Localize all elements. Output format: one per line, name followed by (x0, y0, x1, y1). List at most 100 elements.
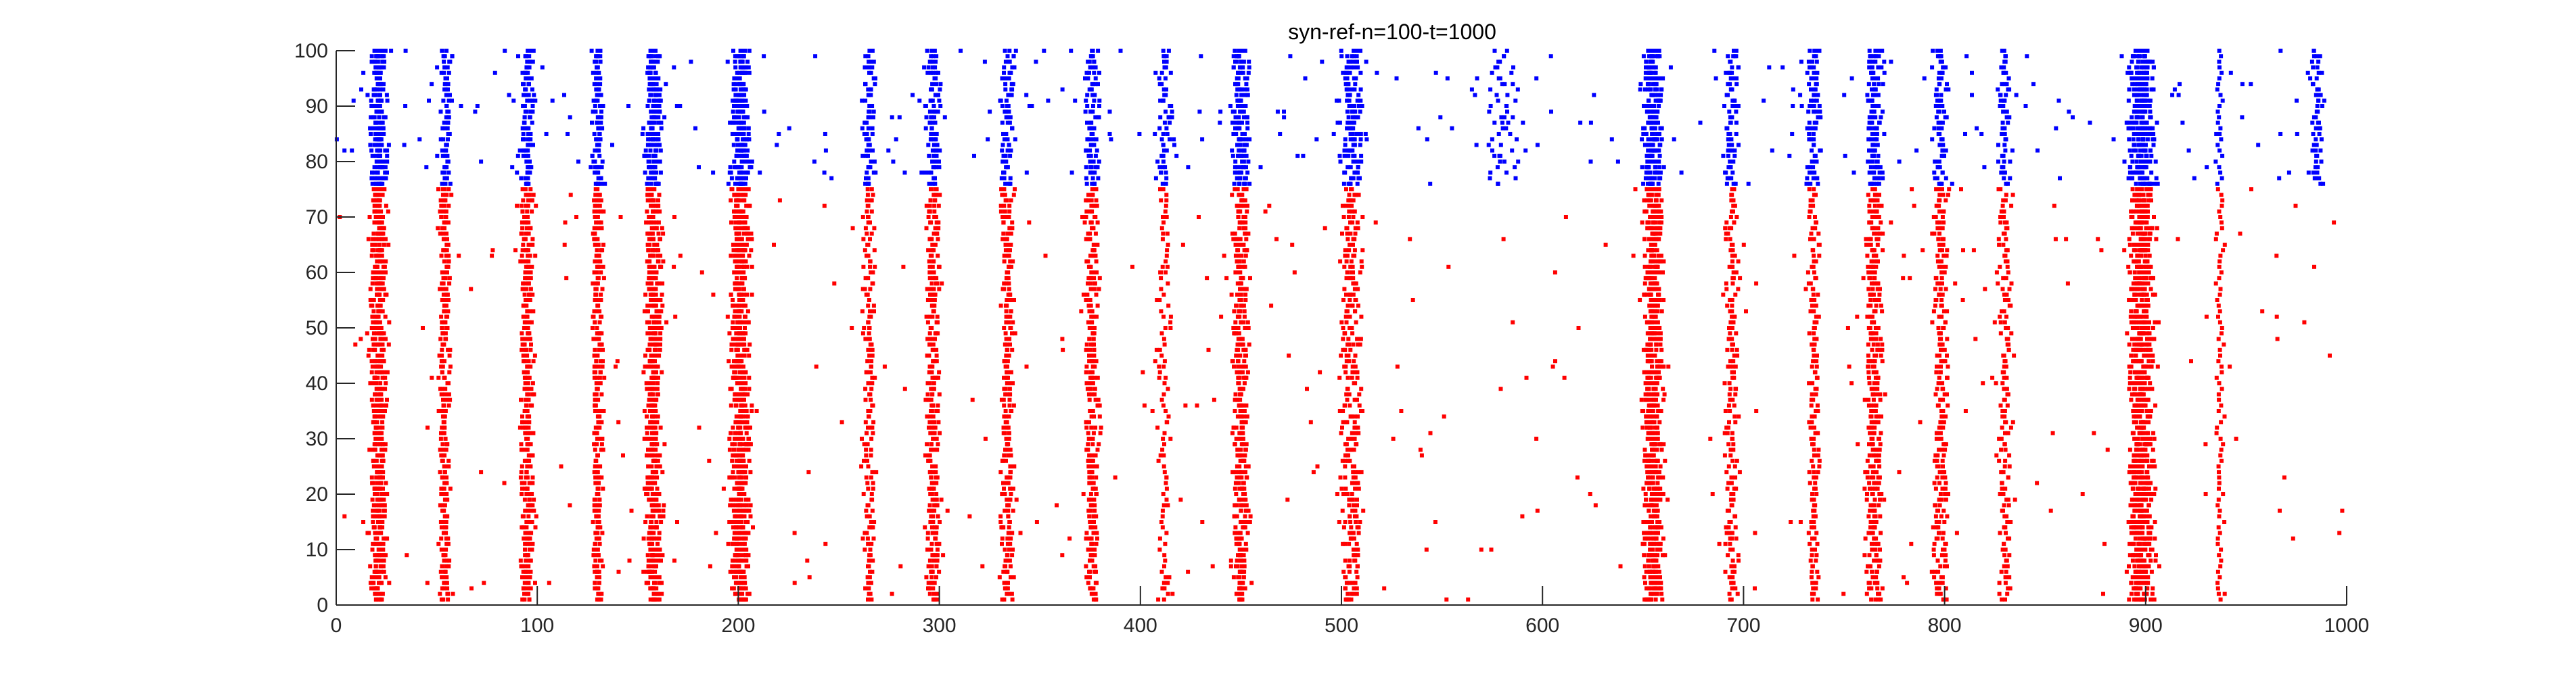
spike-dot (1339, 354, 1343, 358)
spike-dot (1730, 397, 1735, 402)
spike-dot (2130, 431, 2135, 435)
spike-dot (734, 304, 739, 308)
spike-dot (1944, 481, 1948, 485)
spike-dot (660, 370, 664, 375)
spike-dot (1798, 520, 1803, 524)
spike-dot (2141, 326, 2145, 330)
spike-dot (1658, 548, 1663, 552)
spike-dot (930, 448, 935, 452)
spike-dot (927, 486, 932, 491)
spike-dot (741, 337, 746, 341)
spike-dot (1847, 364, 1852, 369)
spike-dot (1239, 403, 1243, 408)
spike-dot (519, 397, 523, 402)
spike-dot (931, 586, 936, 591)
spike-dot (1238, 531, 1243, 535)
spike-dot (1869, 464, 1873, 468)
spike-dot (741, 458, 746, 463)
spike-dot (1877, 592, 1881, 596)
spike-dot (2142, 309, 2146, 314)
spike-dot (2138, 525, 2142, 530)
spike-dot (869, 354, 874, 358)
spike-dot (1245, 531, 1250, 535)
spike-dot (1810, 569, 1814, 574)
spike-dot (930, 581, 935, 585)
spike-dot (1237, 464, 1242, 468)
spike-dot (438, 569, 443, 574)
spike-dot (1159, 520, 1164, 524)
spike-dot (653, 403, 658, 408)
spike-dot (1005, 586, 1010, 591)
spike-dot (382, 370, 387, 375)
spike-dot (658, 514, 662, 518)
spike-dot (1934, 581, 1939, 585)
spike-dot (2149, 498, 2154, 502)
spike-dot (1870, 387, 1875, 391)
spike-dot (443, 337, 448, 341)
spike-dot (649, 387, 654, 391)
spike-dot (374, 403, 379, 408)
spike-dot (929, 569, 934, 574)
spike-dot (1154, 347, 1159, 352)
spike-dot (872, 520, 877, 524)
spike-dot (1160, 586, 1165, 591)
spike-dot (1653, 553, 1657, 558)
spike-dot (1943, 448, 1948, 452)
spike-dot (2132, 409, 2137, 413)
spike-dot (1994, 453, 1999, 458)
spike-dot (528, 569, 533, 574)
spike-dot (2140, 437, 2145, 441)
spike-dot (733, 342, 738, 347)
spike-dot (378, 498, 383, 502)
spike-dot (647, 486, 652, 491)
spike-dot (1731, 364, 1736, 369)
spike-dot (1876, 420, 1881, 425)
spike-dot (1349, 536, 1353, 541)
spike-dot (1238, 458, 1243, 463)
spike-dot (747, 592, 752, 596)
spike-dot (925, 397, 930, 402)
spike-dot (1937, 314, 1941, 319)
spike-dot (445, 558, 449, 563)
spike-dot (1882, 498, 1887, 502)
spike-dot (1088, 304, 1093, 308)
spike-dot (1003, 492, 1007, 496)
spike-dot (731, 464, 736, 468)
spike-dot (1872, 364, 1877, 369)
spike-dot (377, 592, 382, 596)
spike-dot (929, 525, 934, 530)
spike-dot (1647, 409, 1651, 413)
spike-dot (381, 458, 386, 463)
spike-dot (1337, 520, 1341, 524)
spike-dot (1235, 514, 1239, 518)
spike-dot (1550, 364, 1555, 369)
spike-dot (1814, 586, 1818, 591)
spike-dot (518, 558, 523, 563)
spike-dot (655, 492, 659, 496)
spike-dot (645, 553, 650, 558)
spike-dot (743, 586, 748, 591)
spike-dot (2260, 309, 2265, 314)
spike-dot (1238, 354, 1243, 358)
spike-dot (1909, 541, 1914, 546)
spike-dot (2136, 475, 2140, 480)
spike-dot (741, 320, 746, 324)
spike-dot (983, 437, 988, 441)
spike-dot (1933, 569, 1937, 574)
spike-dot (731, 503, 735, 508)
spike-dot (595, 375, 599, 380)
spike-dot (929, 397, 934, 402)
spike-dot (1235, 347, 1239, 352)
spike-dot (1346, 337, 1351, 341)
spike-dot (866, 304, 871, 308)
spike-dot (741, 597, 745, 602)
spike-dot (1661, 387, 1665, 391)
spike-dot (1939, 498, 1944, 502)
spike-dot (1005, 342, 1009, 347)
spike-dot (444, 397, 449, 402)
spike-dot (1640, 409, 1644, 413)
spike-dot (923, 397, 928, 402)
spike-dot (792, 531, 797, 535)
spike-dot (739, 520, 743, 524)
spike-dot (529, 342, 533, 347)
